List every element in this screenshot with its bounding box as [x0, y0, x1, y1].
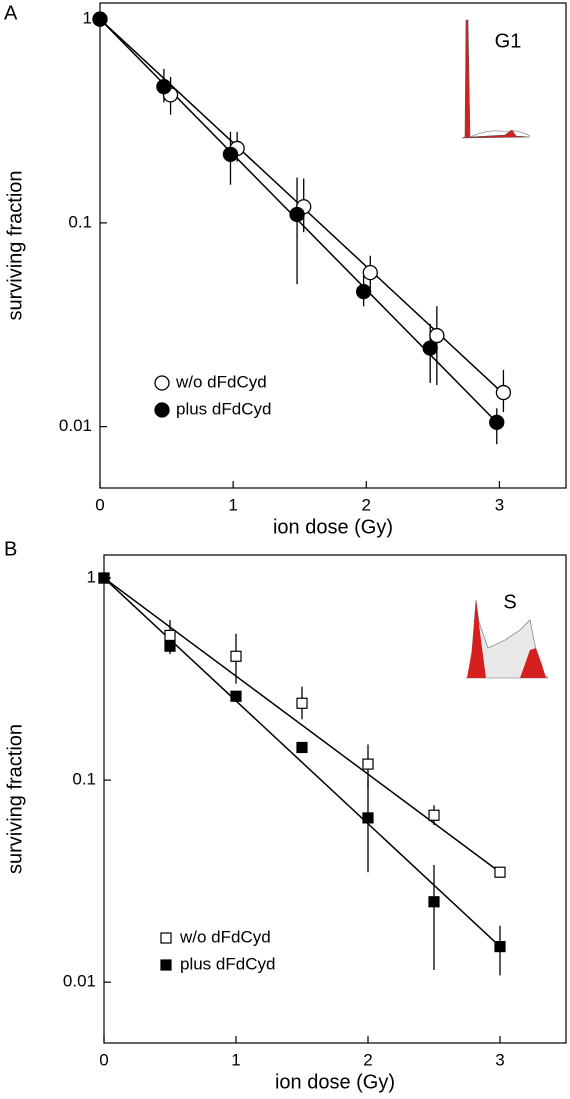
point: [429, 327, 445, 344]
plot-frame: [99, 2, 567, 489]
y-axis-title: surviving fraction: [4, 170, 26, 320]
x-tick-label: 2: [362, 495, 371, 514]
x-tick-label: 1: [228, 495, 237, 514]
legend-marker: [154, 375, 170, 391]
point: [489, 414, 505, 430]
point: [494, 866, 506, 878]
point: [289, 206, 305, 223]
point: [92, 11, 108, 27]
y-tick-label: 0.01: [63, 972, 96, 991]
inset-g1: [461, 19, 531, 139]
legend-marker: [154, 402, 170, 418]
point: [362, 758, 374, 770]
y-tick-label: 1: [83, 9, 92, 28]
y-tick-label: 0.01: [59, 416, 92, 435]
point: [362, 812, 374, 824]
x-tick-label: 2: [363, 1050, 372, 1069]
point: [355, 283, 372, 300]
x-tick-label: 1: [231, 1050, 240, 1069]
y-axis-title: surviving fraction: [4, 724, 26, 874]
x-tick-label: 3: [495, 495, 504, 514]
point: [222, 146, 239, 162]
x-tick-label: 0: [99, 1050, 108, 1069]
point: [230, 650, 242, 662]
legend-marker: [160, 959, 172, 971]
y-tick-label: 0.1: [72, 770, 96, 789]
fit-line: [103, 577, 501, 948]
point: [164, 629, 176, 642]
x-axis-title: ion dose (Gy): [275, 1071, 395, 1093]
legend-marker: [160, 932, 172, 944]
legend-label: w/o dFdCyd: [179, 927, 271, 946]
x-tick-label: 3: [495, 1050, 504, 1069]
point: [495, 384, 512, 401]
point: [156, 79, 172, 95]
point: [362, 264, 378, 281]
x-axis-title: ion dose (Gy): [273, 516, 393, 538]
panel-label: A: [4, 2, 18, 24]
point: [428, 809, 440, 821]
legend-label: plus dFdCyd: [176, 399, 271, 418]
point: [296, 741, 308, 754]
legend-label: plus dFdCyd: [180, 954, 275, 973]
point: [164, 640, 176, 652]
inset-label: G1: [495, 30, 522, 52]
fit-line: [103, 577, 501, 873]
inset-label: S: [503, 591, 516, 613]
point: [98, 572, 110, 584]
y-tick-label: 0.1: [68, 212, 92, 231]
point: [428, 896, 440, 908]
panel-label: B: [4, 538, 17, 560]
inset-s: [465, 599, 549, 679]
point: [494, 940, 506, 953]
point: [230, 690, 242, 702]
x-tick-label: 0: [95, 495, 104, 514]
plot-frame: [103, 554, 567, 1044]
y-tick-label: 1: [87, 568, 96, 587]
point: [422, 340, 438, 356]
point: [296, 697, 308, 709]
legend-label: w/o dFdCyd: [175, 372, 267, 391]
